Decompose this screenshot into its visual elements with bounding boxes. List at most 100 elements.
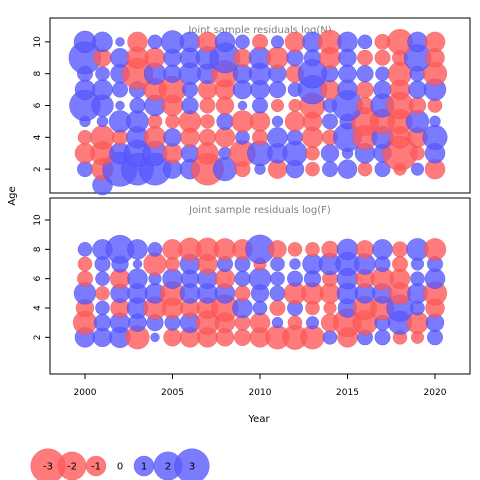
residual-bubble: [320, 144, 340, 163]
residual-bubble: [373, 80, 392, 99]
residual-bubble: [216, 112, 234, 131]
x-tick-label: 2015: [336, 388, 359, 398]
residual-bubble: [392, 241, 408, 258]
residual-bubble: [92, 79, 113, 100]
residual-bubble: [214, 127, 236, 148]
x-tick-label: 2020: [424, 388, 447, 398]
residual-bubble: [179, 31, 201, 53]
residual-bubble: [423, 238, 447, 261]
residual-bubble: [234, 270, 251, 287]
residual-bubble: [252, 129, 268, 146]
residual-bubble: [77, 129, 93, 145]
residual-bubble: [305, 242, 320, 257]
residual-bubble: [288, 98, 302, 113]
residual-bubble: [181, 96, 199, 115]
y-tick-label: 8: [33, 71, 43, 77]
legend: -3 -2 -1 0 1 2 3: [30, 448, 210, 480]
residual-bubble: [410, 145, 425, 161]
residual-bubble: [147, 34, 163, 50]
legend-label: 0: [117, 462, 123, 473]
residual-bubble: [235, 34, 250, 50]
residual-bubble: [252, 300, 268, 316]
residual-bubble: [162, 268, 183, 289]
residual-bubble: [112, 81, 128, 98]
residual-bubble: [165, 114, 180, 129]
residual-bubble: [407, 31, 428, 53]
y-tick-label: 6: [33, 102, 43, 108]
residual-bubble: [214, 31, 236, 53]
residual-bubble: [375, 66, 390, 82]
residual-bubble: [127, 268, 148, 289]
y-tick-label: 2: [33, 166, 43, 172]
y-tick-label: 4: [33, 134, 43, 140]
residual-bubble: [372, 239, 393, 260]
residual-bubble: [147, 242, 163, 257]
legend-label: -2: [67, 462, 77, 473]
residual-bubble: [355, 240, 375, 259]
residual-bubble: [287, 315, 303, 330]
residual-bubble: [248, 267, 272, 290]
residual-bubble: [95, 300, 110, 316]
residual-bubble: [336, 238, 359, 261]
residual-bubble: [77, 256, 93, 272]
residual-bubble: [163, 328, 182, 347]
residual-bubble: [374, 49, 391, 66]
x-axis: 2000 2005 2010 2015 2020: [74, 374, 447, 398]
residual-bubble: [284, 111, 306, 132]
residual-bubble: [95, 271, 110, 286]
residual-bubble: [322, 330, 338, 345]
residual-bubble: [252, 97, 268, 114]
residual-bubble: [356, 65, 374, 83]
residual-bubble: [199, 97, 216, 114]
residual-bubble: [163, 128, 182, 147]
residual-bubble: [337, 31, 358, 53]
residual-bubble: [74, 79, 96, 100]
residual-bubble: [268, 240, 287, 259]
residual-bubble: [77, 161, 93, 178]
residual-bubble: [77, 242, 93, 257]
y-tick-label: 10: [33, 214, 43, 226]
residual-bubble: [237, 100, 248, 111]
residual-bubble: [249, 111, 271, 132]
y-tick-label: 8: [33, 246, 43, 252]
residual-bubble: [144, 47, 166, 69]
residual-bubble: [374, 329, 391, 346]
residual-bubble: [96, 115, 109, 128]
legend-bubble: [85, 455, 107, 477]
residual-bubble: [197, 31, 218, 53]
residual-bubble: [357, 49, 373, 66]
residual-bubble: [410, 162, 425, 176]
residual-bubble: [252, 33, 268, 50]
y-axis-label: Age: [7, 186, 18, 205]
residual-bubble: [410, 271, 425, 286]
residual-bubble: [270, 35, 285, 49]
residual-bubble: [115, 100, 125, 111]
residual-bubble: [163, 64, 182, 83]
residual-bubble: [234, 285, 251, 302]
residual-bubble: [357, 161, 373, 177]
residual-bubble: [270, 271, 285, 286]
residual-bubble: [337, 159, 358, 179]
residual-bubble: [249, 312, 271, 333]
residual-bubble: [233, 48, 252, 67]
residual-bubble: [90, 125, 115, 150]
chart-panels: Joint sample residuals log(N)246810Joint…: [33, 17, 471, 375]
residual-bubble: [270, 256, 285, 272]
residual-bubble: [268, 80, 287, 99]
x-tick-label: 2000: [74, 388, 97, 398]
residual-bubble: [95, 286, 110, 301]
residual-bubble: [126, 110, 149, 133]
residual-bubble: [93, 314, 112, 332]
residual-bubble: [429, 115, 441, 128]
residual-bubble: [267, 127, 288, 148]
residual-bubble: [266, 46, 289, 69]
y-tick-label: 6: [33, 276, 43, 282]
residual-bubble: [200, 114, 215, 129]
residual-bubble: [233, 328, 252, 346]
residual-bubble: [287, 242, 303, 257]
residual-bubble: [287, 129, 303, 146]
residual-bubble: [356, 80, 374, 99]
legend-label: -1: [91, 462, 101, 473]
x-tick-label: 2005: [161, 388, 184, 398]
